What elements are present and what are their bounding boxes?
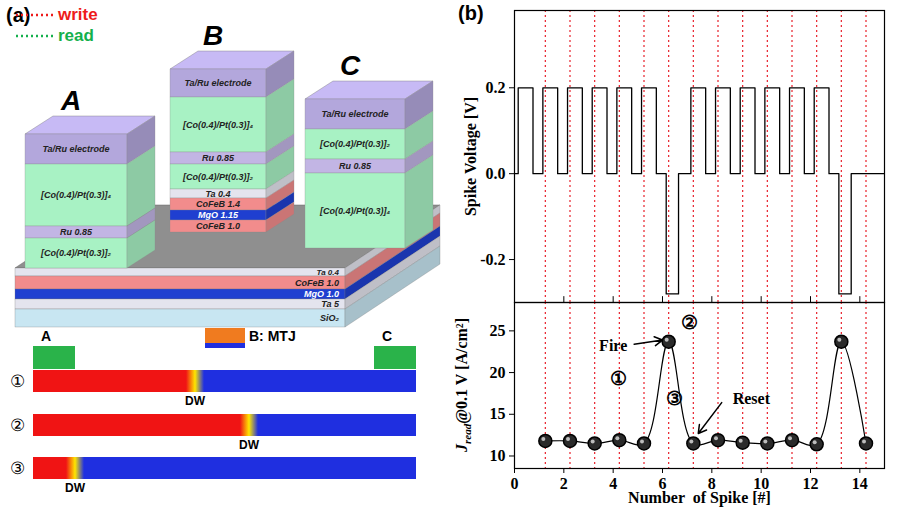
svg-text:SiO₂: SiO₂	[320, 313, 340, 323]
svg-text:MgO 1.0: MgO 1.0	[304, 289, 339, 299]
svg-text:③: ③	[666, 388, 683, 409]
svg-text:C: C	[382, 328, 392, 344]
svg-text:③: ③	[10, 459, 25, 478]
svg-text:0.0: 0.0	[486, 165, 506, 182]
svg-text:A: A	[41, 328, 51, 344]
svg-text:14: 14	[852, 475, 868, 492]
svg-text:[Co(0.4)/Pt(0.3)]₂: [Co(0.4)/Pt(0.3)]₂	[182, 172, 254, 182]
svg-text:Ru 0.85: Ru 0.85	[339, 161, 372, 171]
html-text:(b): (b)	[458, 2, 484, 24]
svg-text:15: 15	[490, 405, 506, 422]
svg-text:-0.2: -0.2	[480, 251, 505, 268]
svg-text:Ta/Ru electrode: Ta/Ru electrode	[184, 78, 251, 88]
svg-text:Ta/Ru electrode: Ta/Ru electrode	[321, 109, 388, 119]
svg-text:Number of Spike [#]: Number of Spike [#]	[628, 489, 771, 507]
svg-text:10: 10	[753, 474, 770, 492]
svg-text:read: read	[58, 26, 94, 45]
svg-text:Spike Voltage [V]: Spike Voltage [V]	[462, 97, 480, 216]
svg-text:4: 4	[609, 475, 617, 492]
svg-text:0: 0	[511, 475, 519, 492]
svg-text:A: A	[60, 85, 81, 116]
svg-text:Ru 0.85: Ru 0.85	[202, 153, 235, 163]
svg-text:[Co(0.4)/Pt(0.3)]₂: [Co(0.4)/Pt(0.3)]₂	[40, 248, 112, 258]
svg-text:Jread@0.1 V [A/cm²]: Jread@0.1 V [A/cm²]	[453, 318, 473, 453]
svg-text:B: MTJ: B: MTJ	[249, 328, 296, 344]
svg-text:C: C	[340, 50, 361, 81]
svg-text:DW: DW	[65, 481, 86, 495]
svg-text:Ru 0.85: Ru 0.85	[60, 227, 93, 237]
svg-text:[Co(0.4)/Pt(0.3)]₂: [Co(0.4)/Pt(0.3)]₂	[319, 139, 391, 149]
svg-text:2: 2	[560, 475, 568, 492]
svg-text:Ta 5: Ta 5	[321, 299, 340, 309]
svg-text:0.2: 0.2	[486, 79, 506, 96]
svg-text:②: ②	[681, 312, 698, 333]
svg-text:[Co(0.4)/Pt(0.3)]₄: [Co(0.4)/Pt(0.3)]₄	[40, 190, 112, 200]
svg-text:write: write	[57, 5, 98, 24]
svg-text:6: 6	[658, 474, 667, 492]
svg-text:CoFeB 1.4: CoFeB 1.4	[196, 199, 240, 209]
svg-text:CoFeB 1.0: CoFeB 1.0	[295, 278, 339, 288]
svg-text:25: 25	[490, 322, 506, 339]
svg-text:DW: DW	[239, 438, 260, 452]
svg-text:12: 12	[803, 475, 819, 492]
svg-text:Fire: Fire	[599, 337, 627, 354]
svg-text:8: 8	[707, 474, 716, 492]
svg-text:[Co(0.4)/Pt(0.3)]₄: [Co(0.4)/Pt(0.3)]₄	[182, 120, 254, 130]
svg-text:Ta/Ru electrode: Ta/Ru electrode	[42, 144, 109, 154]
svg-text:20: 20	[490, 364, 506, 381]
svg-text:①: ①	[610, 367, 627, 388]
svg-text:[Co(0.4)/Pt(0.3)]₄: [Co(0.4)/Pt(0.3)]₄	[319, 206, 391, 216]
svg-text:MgO 1.15: MgO 1.15	[198, 210, 239, 220]
svg-text:(a): (a)	[6, 4, 31, 26]
svg-text:Ta 0.4: Ta 0.4	[205, 189, 230, 199]
svg-text:①: ①	[10, 372, 25, 391]
svg-text:Reset: Reset	[733, 390, 771, 407]
svg-text:Ta 0.4: Ta 0.4	[317, 268, 340, 277]
svg-text:DW: DW	[185, 394, 206, 408]
svg-text:CoFeB 1.0: CoFeB 1.0	[196, 221, 240, 231]
svg-text:B: B	[203, 20, 223, 51]
svg-text:②: ②	[10, 416, 25, 435]
svg-text:10: 10	[490, 447, 506, 464]
